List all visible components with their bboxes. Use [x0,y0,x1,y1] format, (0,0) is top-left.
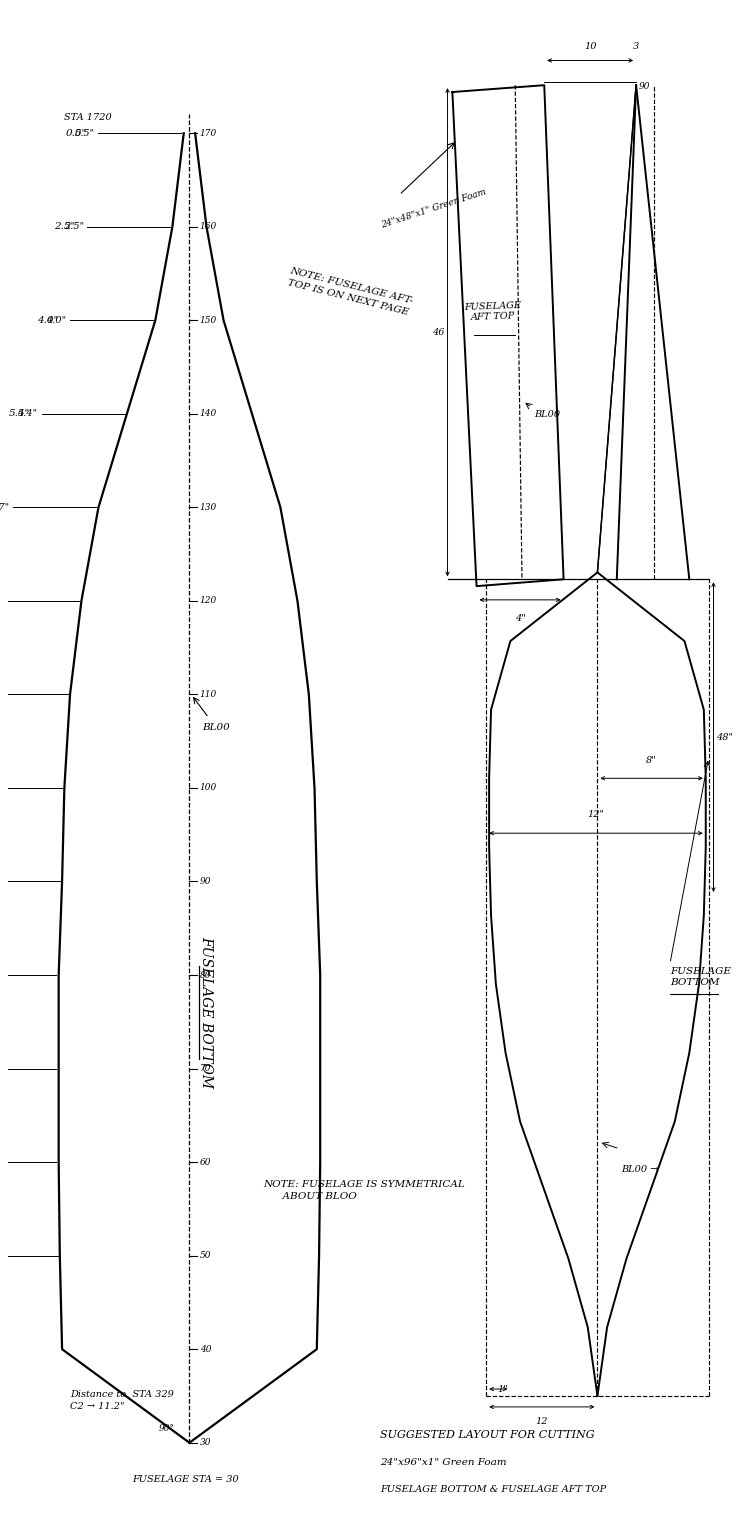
Text: BL00 →: BL00 → [622,1164,659,1173]
Text: FUSELAGE BOTTOM & FUSELAGE AFT TOP: FUSELAGE BOTTOM & FUSELAGE AFT TOP [380,1485,606,1494]
Text: FUSELAGE
AFT TOP: FUSELAGE AFT TOP [464,301,522,322]
Text: 48": 48" [716,733,734,742]
Text: 120: 120 [200,597,217,606]
Text: NOTE: FUSELAGE IS SYMMETRICAL
      ABOUT BLOO: NOTE: FUSELAGE IS SYMMETRICAL ABOUT BLOO [263,1179,465,1201]
Text: 130: 130 [200,503,217,512]
Text: 90°: 90° [159,1425,175,1434]
Text: 2.5": 2.5" [55,223,76,232]
Text: 24"x48"x1" Green Foam: 24"x48"x1" Green Foam [380,188,488,230]
Text: 30: 30 [200,1438,211,1447]
Text: 90: 90 [200,877,211,886]
Text: 8": 8" [646,755,657,765]
Text: FUSELAGE
BOTTOM: FUSELAGE BOTTOM [670,967,731,987]
Text: 4.0": 4.0" [38,316,58,326]
Text: 1": 1" [498,1385,508,1393]
Text: 150: 150 [200,316,217,326]
Text: BL00: BL00 [535,410,561,419]
Text: 100: 100 [200,783,217,792]
Text: 160: 160 [200,223,217,232]
Text: 50: 50 [200,1251,211,1260]
Text: 10: 10 [584,42,596,51]
Text: FUSELAGE STA = 30: FUSELAGE STA = 30 [133,1476,239,1484]
Text: 90: 90 [639,82,650,91]
Text: Distance to  STA 329
C2 → 11.2": Distance to STA 329 C2 → 11.2" [70,1390,174,1411]
Text: SUGGESTED LAYOUT FOR CUTTING: SUGGESTED LAYOUT FOR CUTTING [380,1431,595,1440]
Text: BL00: BL00 [202,722,229,731]
Text: FUSELAGE BOTTOM: FUSELAGE BOTTOM [200,936,214,1089]
Text: 24"x96"x1" Green Foam: 24"x96"x1" Green Foam [380,1458,506,1467]
Text: 46: 46 [432,327,445,336]
Text: 5.4": 5.4" [18,409,38,418]
Text: NOTE: FUSELAGE AFT-
TOP IS ON NEXT PAGE: NOTE: FUSELAGE AFT- TOP IS ON NEXT PAGE [286,266,415,318]
Text: 4": 4" [514,613,526,622]
Text: 12": 12" [587,810,604,819]
Text: 0.5": 0.5" [75,129,95,138]
Text: 110: 110 [200,690,217,699]
Text: 60: 60 [200,1158,211,1167]
Text: STA 1720: STA 1720 [64,114,112,123]
Text: 170: 170 [200,129,217,138]
Text: 80: 80 [200,970,211,980]
Text: 6.7": 6.7" [0,503,10,512]
Text: 5.4": 5.4" [9,409,30,418]
Text: 6.7": 6.7" [0,503,2,512]
Text: 140: 140 [200,409,217,418]
Text: 70: 70 [200,1064,211,1073]
Text: 2.5": 2.5" [64,223,84,232]
Text: 3: 3 [633,42,639,51]
Text: 40: 40 [200,1344,211,1354]
Text: 12: 12 [536,1417,548,1426]
Text: 4.0": 4.0" [46,316,67,326]
Text: 0.5": 0.5" [66,129,87,138]
